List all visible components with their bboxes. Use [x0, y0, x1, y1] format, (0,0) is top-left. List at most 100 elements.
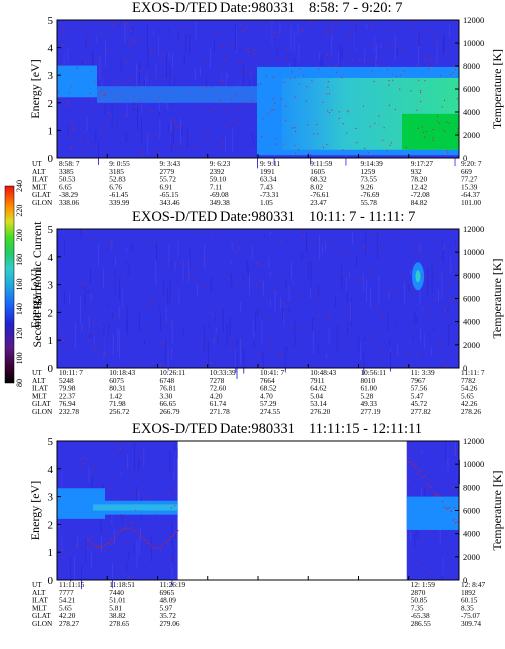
trace-dot: [177, 529, 179, 532]
y-axis-label: Energy [eV]: [28, 481, 42, 540]
noise-dot: [226, 54, 228, 56]
trace-dot: [139, 535, 141, 537]
noise-dot: [61, 64, 63, 66]
heatmap-streak: [331, 36, 333, 54]
noise-dot: [250, 75, 252, 77]
heatmap-streak: [186, 126, 188, 149]
noise-dot: [424, 80, 426, 82]
noise-dot: [69, 341, 71, 343]
ephemeris-value: -75.07: [461, 611, 480, 620]
noise-dot: [70, 146, 72, 148]
trace-dot: [91, 543, 93, 545]
ephemeris-value: 54.26: [461, 384, 478, 393]
noise-dot: [408, 479, 410, 481]
heatmap-streak: [140, 117, 142, 143]
noise-dot: [252, 20, 254, 22]
noise-dot: [405, 146, 407, 148]
y-tick-label: 2: [48, 519, 54, 531]
trace-dot: [428, 485, 430, 487]
noise-dot: [131, 40, 133, 42]
noise-dot: [113, 453, 115, 455]
heatmap-streak: [230, 259, 232, 266]
noise-dot: [115, 22, 117, 24]
colorbar-tick-label: 200: [15, 229, 24, 241]
trace-dot: [452, 519, 455, 521]
noise-dot: [148, 20, 150, 22]
heatmap-streak: [248, 273, 250, 295]
noise-dot: [451, 486, 453, 488]
ephemeris-value: 15.39: [461, 182, 478, 191]
noise-dot: [371, 25, 373, 27]
trace-dot: [430, 487, 433, 489]
ephemeris-value: 7777: [59, 588, 74, 597]
heatmap-streak: [419, 286, 421, 305]
noise-dot: [364, 246, 366, 248]
ephemeris-value: 1605: [310, 167, 325, 176]
heatmap-streak: [394, 34, 396, 61]
temperature-trace: [87, 452, 459, 549]
ephemeris-value: 84.82: [411, 198, 428, 207]
trace-dot: [444, 506, 446, 509]
noise-dot: [155, 277, 157, 279]
heatmap-streak: [136, 486, 138, 511]
heatmap-streak: [172, 454, 174, 472]
ephemeris-value: 11:18:51: [109, 580, 135, 589]
noise-dot: [329, 313, 331, 315]
noise-dot: [302, 235, 304, 237]
panel-title: EXOS-D/TED: [132, 0, 217, 16]
noise-dot: [421, 274, 423, 276]
noise-dot: [338, 22, 340, 24]
heatmap-streak: [306, 231, 307, 253]
ephemeris-value: 73.55: [361, 175, 378, 184]
panel-title: EXOS-D/TED: [132, 421, 217, 437]
ephemeris-value: 54.21: [59, 596, 76, 605]
ephemeris-value: 1.05: [260, 198, 273, 207]
noise-dot: [378, 115, 380, 117]
noise-dot: [243, 30, 245, 32]
noise-dot: [325, 54, 327, 56]
noise-dot: [341, 251, 343, 253]
noise-dot: [315, 289, 317, 291]
noise-dot: [437, 115, 439, 117]
panel-3: EXOS-D/TED Date:980331 11:11:15 - 12:11:11…: [28, 421, 504, 628]
noise-dot: [104, 353, 106, 355]
noise-dot: [451, 269, 453, 271]
ephemeris-value: 4.20: [210, 391, 223, 400]
colorbar-tick-label: 240: [15, 180, 24, 192]
noise-dot: [129, 138, 131, 140]
noise-dot: [139, 362, 141, 364]
y-tick-label: 1: [48, 125, 54, 137]
noise-dot: [265, 24, 267, 26]
noise-dot: [356, 142, 358, 144]
noise-dot: [215, 34, 217, 36]
ephemeris-value: 3385: [59, 167, 74, 176]
noise-dot: [338, 118, 340, 120]
noise-dot: [215, 108, 217, 110]
heatmap-streak: [183, 329, 185, 337]
ephemeris-value: 9: 9:11: [260, 159, 281, 168]
noise-dot: [392, 79, 394, 81]
ephemeris-value: 49.33: [361, 399, 378, 408]
ephemeris-value: 276.20: [310, 407, 330, 416]
heatmap-streak: [412, 336, 414, 341]
heatmap-streak: [158, 304, 160, 310]
noise-dot: [427, 471, 429, 473]
y-tick-label: 2: [48, 98, 54, 110]
noise-dot: [394, 290, 396, 292]
heatmap-streak: [285, 279, 287, 290]
noise-dot: [231, 98, 233, 100]
heatmap-streak: [274, 290, 276, 313]
noise-dot: [450, 74, 452, 76]
noise-dot: [444, 52, 446, 54]
noise-dot: [318, 68, 320, 70]
heatmap-streak: [341, 48, 343, 59]
heatmap-streak: [111, 103, 113, 130]
noise-dot: [93, 322, 95, 324]
heatmap-streak: [84, 286, 86, 311]
energy-band: [406, 496, 459, 530]
noise-dot: [401, 47, 403, 49]
noise-dot: [62, 44, 64, 46]
heatmap-streak: [352, 232, 354, 245]
noise-dot: [369, 126, 371, 128]
noise-dot: [289, 78, 291, 80]
